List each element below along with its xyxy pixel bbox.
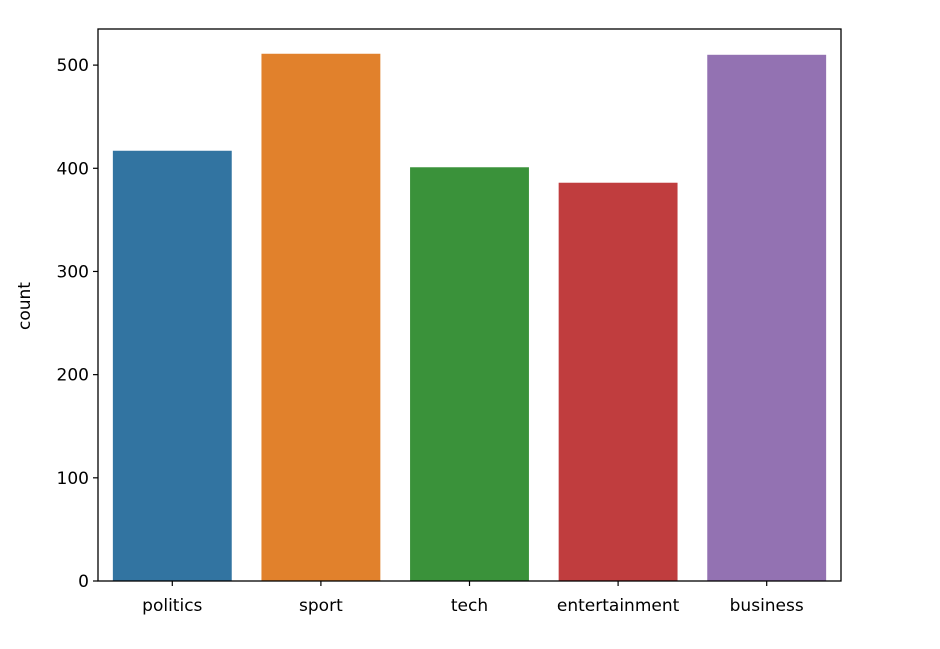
bar-entertainment: [558, 182, 678, 582]
y-axis-label: count: [15, 282, 35, 330]
y-tick-label: 400: [57, 159, 89, 179]
y-tick-label: 0: [78, 572, 89, 592]
bar-business: [707, 54, 827, 582]
y-tick-label: 200: [57, 366, 89, 386]
x-tick-label: sport: [299, 596, 343, 616]
x-tick-label: entertainment: [557, 596, 680, 616]
y-tick-label: 500: [57, 56, 89, 76]
y-tick-label: 300: [57, 262, 89, 282]
x-tick-label: tech: [451, 596, 488, 616]
x-tick-label: business: [730, 596, 804, 616]
bars-group: [112, 53, 827, 582]
y-tick-label: 100: [57, 469, 89, 489]
y-axis-ticks: 0 100 200 300 400 500: [57, 56, 98, 592]
bar-politics: [112, 150, 232, 581]
bar-tech: [410, 167, 529, 581]
plot-frame: [97, 28, 842, 582]
bar-sport: [261, 53, 381, 581]
x-tick-label: politics: [142, 596, 202, 616]
x-axis-ticks: politics sport tech entertainment business: [142, 581, 804, 616]
